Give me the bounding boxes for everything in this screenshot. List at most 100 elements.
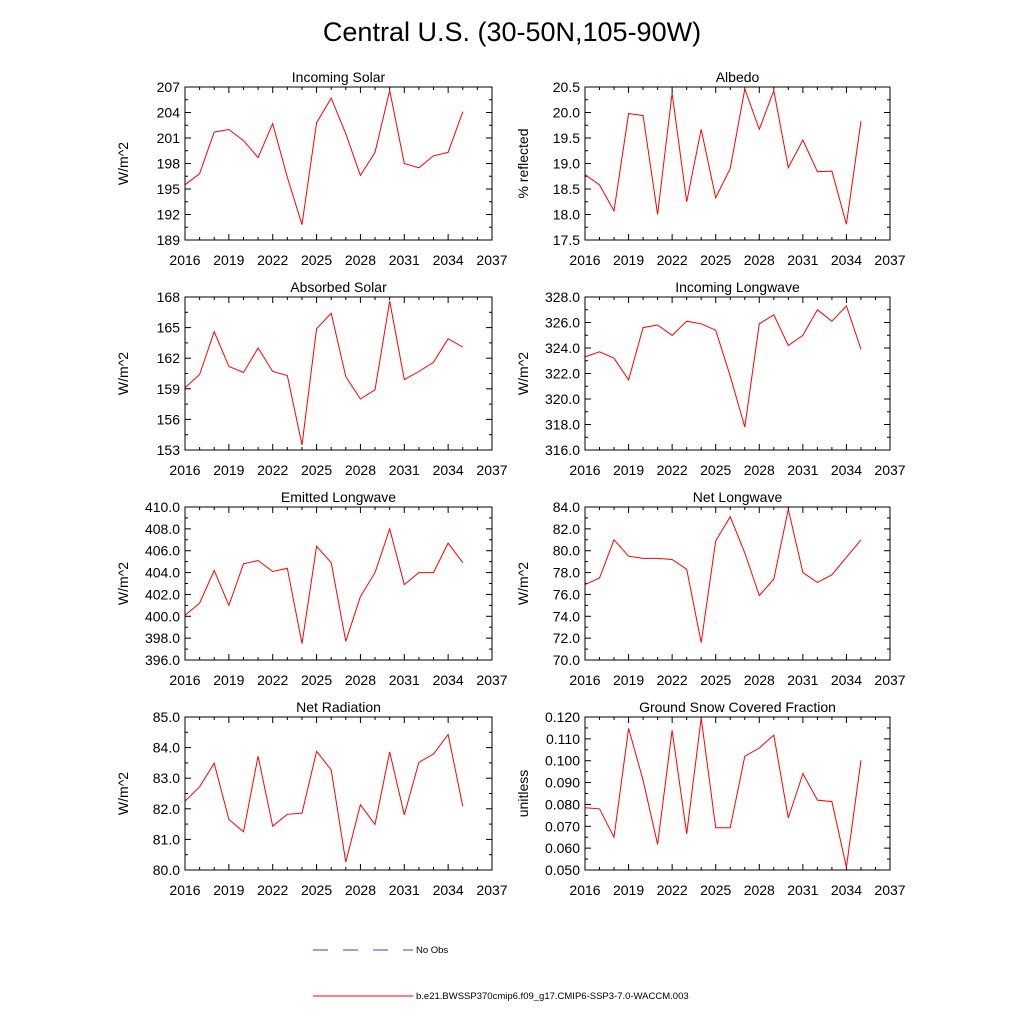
x-tick-label: 2019 bbox=[613, 252, 644, 268]
y-tick-label: 408.0 bbox=[145, 521, 180, 537]
y-axis-label: % reflected bbox=[515, 128, 531, 198]
panel-title: Incoming Longwave bbox=[675, 279, 800, 295]
y-tick-label: 410.0 bbox=[145, 499, 180, 515]
legend: No Obs b.e21.BWSSP370cmip6.f09_g17.CMIP6… bbox=[313, 945, 689, 1002]
y-tick-label: 19.0 bbox=[553, 156, 580, 172]
y-axis-label: W/m^2 bbox=[115, 352, 131, 395]
y-tick-label: 195 bbox=[157, 181, 181, 197]
x-tick-label: 2028 bbox=[345, 252, 376, 268]
x-tick-label: 2037 bbox=[476, 252, 507, 268]
panel-title: Net Longwave bbox=[693, 489, 783, 505]
y-tick-label: 192 bbox=[157, 207, 181, 223]
chart-panel-8: Ground Snow Covered Fraction unitless 2016… bbox=[515, 699, 906, 898]
x-tick-label: 2034 bbox=[831, 882, 862, 898]
panel-title: Incoming Solar bbox=[292, 69, 386, 85]
x-tick-label: 2034 bbox=[831, 252, 862, 268]
x-tick-label: 2037 bbox=[874, 882, 905, 898]
panel-title: Albedo bbox=[716, 69, 760, 85]
x-tick-label: 2034 bbox=[433, 462, 464, 478]
x-tick-label: 2028 bbox=[744, 672, 775, 688]
x-tick-label: 2022 bbox=[257, 252, 288, 268]
y-tick-label: 18.5 bbox=[553, 181, 580, 197]
x-tick-label: 2034 bbox=[433, 882, 464, 898]
plot-frame bbox=[584, 86, 891, 241]
x-tick-label: 2019 bbox=[613, 882, 644, 898]
y-tick-label: 0.050 bbox=[545, 862, 580, 878]
x-tick-label: 2034 bbox=[831, 672, 862, 688]
y-tick-label: 402.0 bbox=[145, 586, 180, 602]
y-tick-label: 84.0 bbox=[153, 740, 180, 756]
x-tick-label: 2019 bbox=[613, 672, 644, 688]
y-tick-label: 328.0 bbox=[545, 289, 580, 305]
x-tick-label: 2025 bbox=[301, 882, 332, 898]
y-tick-label: 18.0 bbox=[553, 207, 580, 223]
x-tick-label: 2022 bbox=[257, 672, 288, 688]
x-tick-label: 2037 bbox=[476, 462, 507, 478]
series-line-1 bbox=[584, 304, 862, 428]
series-line-1 bbox=[584, 718, 862, 868]
y-tick-label: 81.0 bbox=[153, 831, 180, 847]
chart-panel-3: Absorbed Solar W/m^2 2016 2019 2022 2025 2028 2… bbox=[115, 279, 508, 478]
plot-frame bbox=[184, 296, 493, 451]
y-tick-label: 320.0 bbox=[545, 391, 580, 407]
y-tick-label: 159 bbox=[157, 381, 181, 397]
y-axis-label: unitless bbox=[515, 770, 531, 817]
series-line-1 bbox=[584, 509, 862, 643]
y-tick-label: 201 bbox=[157, 130, 181, 146]
y-tick-label: 20.5 bbox=[553, 79, 580, 95]
x-tick-label: 2016 bbox=[169, 672, 200, 688]
panel-title: Net Radiation bbox=[296, 699, 381, 715]
x-tick-label: 2016 bbox=[169, 462, 200, 478]
x-tick-label: 2022 bbox=[657, 252, 688, 268]
legend-no-obs-label: No Obs bbox=[416, 945, 448, 956]
x-tick-label: 2016 bbox=[569, 252, 600, 268]
x-tick-label: 2031 bbox=[787, 462, 818, 478]
y-tick-label: 20.0 bbox=[553, 105, 580, 121]
chart-panel-7: Net Radiation W/m^2 2016 2019 2022 2025 2028 20… bbox=[115, 699, 508, 898]
y-tick-label: 398.0 bbox=[145, 630, 180, 646]
y-tick-label: 70.0 bbox=[553, 652, 580, 668]
x-tick-label: 2031 bbox=[389, 462, 420, 478]
x-tick-label: 2037 bbox=[874, 462, 905, 478]
y-axis-label: W/m^2 bbox=[115, 142, 131, 185]
x-tick-label: 2037 bbox=[874, 672, 905, 688]
x-tick-label: 2025 bbox=[700, 462, 731, 478]
y-tick-label: 80.0 bbox=[553, 543, 580, 559]
x-tick-label: 2016 bbox=[169, 882, 200, 898]
x-tick-label: 2025 bbox=[700, 672, 731, 688]
y-tick-label: 78.0 bbox=[553, 565, 580, 581]
y-tick-label: 0.060 bbox=[545, 840, 580, 856]
x-tick-label: 2022 bbox=[657, 462, 688, 478]
x-tick-label: 2031 bbox=[787, 672, 818, 688]
panels: Incoming Solar W/m^2 2016 2019 2022 2025 2028 2… bbox=[115, 69, 906, 898]
plot-frame bbox=[584, 506, 891, 661]
y-tick-label: 80.0 bbox=[153, 862, 180, 878]
x-tick-label: 2025 bbox=[301, 672, 332, 688]
chart-panel-6: Net Longwave W/m^2 2016 2019 2022 2025 2028 203… bbox=[515, 489, 906, 688]
y-tick-label: 189 bbox=[157, 232, 181, 248]
chart-panel-1: Incoming Solar W/m^2 2016 2019 2022 2025 2028 2… bbox=[115, 69, 508, 268]
y-tick-label: 404.0 bbox=[145, 565, 180, 581]
y-tick-label: 400.0 bbox=[145, 608, 180, 624]
y-tick-label: 207 bbox=[157, 79, 181, 95]
y-axis-label: W/m^2 bbox=[515, 562, 531, 605]
y-tick-label: 168 bbox=[157, 289, 181, 305]
y-tick-label: 76.0 bbox=[553, 586, 580, 602]
x-tick-label: 2031 bbox=[787, 882, 818, 898]
series-line-1 bbox=[184, 527, 464, 644]
x-tick-label: 2031 bbox=[389, 882, 420, 898]
plot-frame bbox=[584, 296, 891, 451]
x-tick-label: 2031 bbox=[787, 252, 818, 268]
panel-title: Emitted Longwave bbox=[281, 489, 396, 505]
panel-title: Absorbed Solar bbox=[290, 279, 387, 295]
series-line-1 bbox=[584, 87, 862, 225]
x-tick-label: 2016 bbox=[569, 882, 600, 898]
y-tick-label: 74.0 bbox=[553, 608, 580, 624]
plot-frame bbox=[184, 506, 493, 661]
y-tick-label: 396.0 bbox=[145, 652, 180, 668]
x-tick-label: 2034 bbox=[433, 672, 464, 688]
y-tick-label: 0.110 bbox=[546, 731, 580, 747]
x-tick-label: 2037 bbox=[476, 882, 507, 898]
x-tick-label: 2019 bbox=[213, 252, 244, 268]
x-tick-label: 2031 bbox=[389, 672, 420, 688]
